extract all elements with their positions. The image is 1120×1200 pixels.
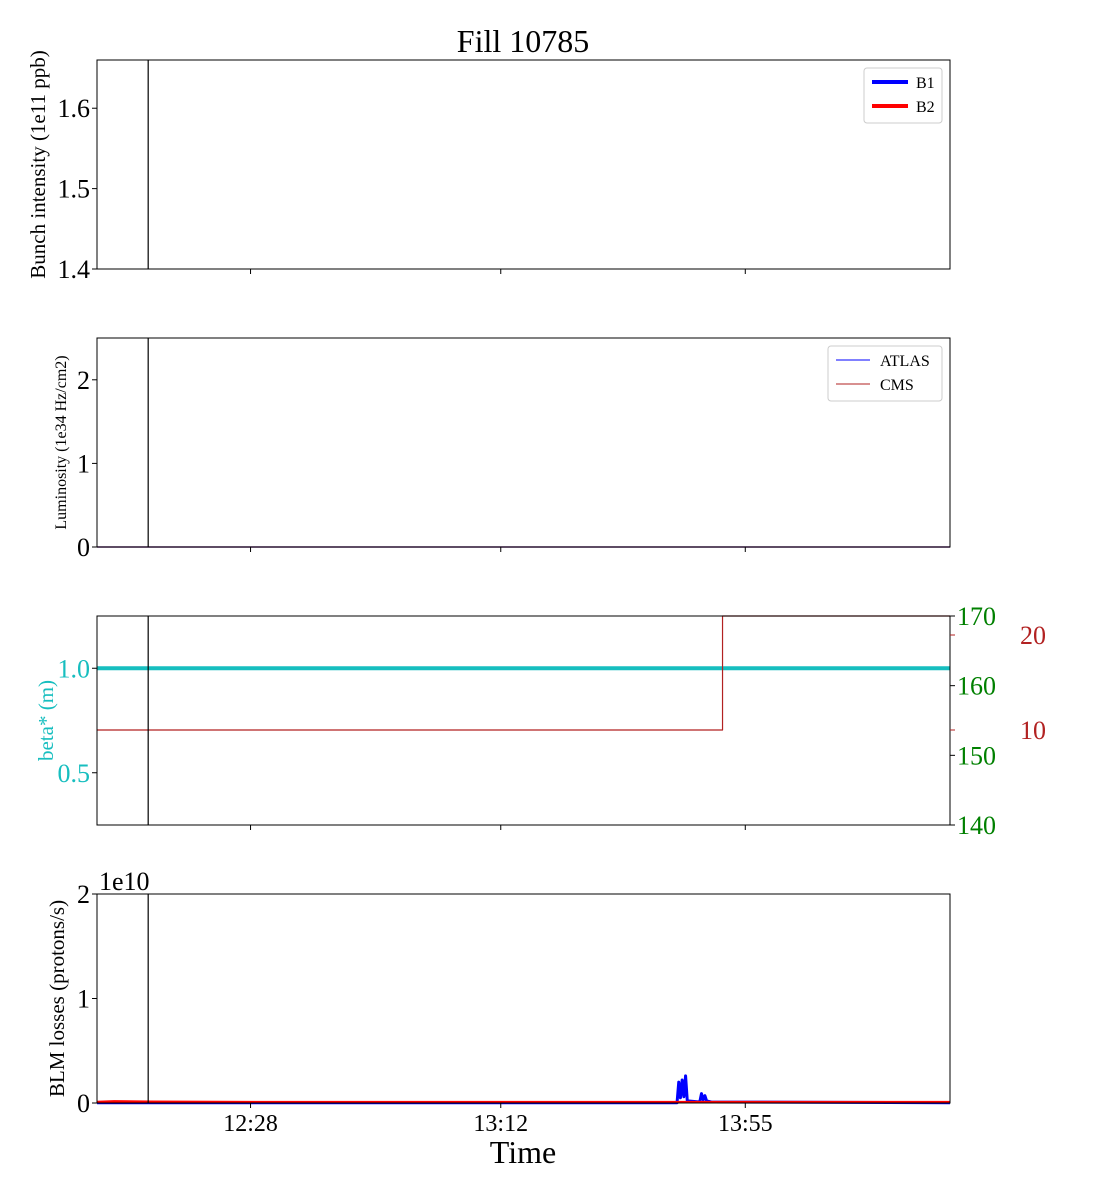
x-axis-label: Time xyxy=(490,1134,556,1170)
series-line-b1 xyxy=(97,1074,951,1105)
y-tick-label: 0 xyxy=(77,533,90,562)
x-tick-label: 13:12 xyxy=(473,1111,528,1137)
y-tick-label: 1 xyxy=(77,985,90,1014)
series-line-b2 xyxy=(96,1100,950,1104)
xing-tick-label: 170 xyxy=(957,602,996,631)
y-offset-label: 1e10 xyxy=(99,867,150,896)
blm-losses-panel: 12:28 13:12 13:55 0 1 2 BLM losses (protons/s)… xyxy=(45,867,951,1137)
legend-label: B2 xyxy=(916,99,935,116)
y-axis-label: BLM losses (protons/s) xyxy=(45,900,69,1097)
chromaticity-tick-label: 20 xyxy=(1020,621,1046,650)
y-tick-label: 0.5 xyxy=(58,759,91,788)
xing-tick-label: 160 xyxy=(957,672,996,701)
plot-frame xyxy=(96,59,951,270)
plot-frame xyxy=(96,615,951,826)
plot-frame xyxy=(96,337,951,548)
y-axis-label: beta* (m) xyxy=(34,680,58,761)
y-axis-label: Luminosity (1e34 Hz/cm2) xyxy=(53,355,70,529)
series-line-chromaticity xyxy=(97,615,950,731)
y-axis-label: Bunch intensity (1e11 ppb) xyxy=(26,50,50,278)
x-tick-label: 13:55 xyxy=(718,1111,773,1137)
y-tick-label: 1.6 xyxy=(58,94,91,123)
legend-label: ATLAS xyxy=(880,353,930,370)
y-tick-label: 1.4 xyxy=(58,255,91,284)
xing-tick-label: 140 xyxy=(957,811,996,840)
y-tick-label: 1.0 xyxy=(58,654,91,683)
bunch-intensity-panel: 1.4 1.5 1.6 Bunch intensity (1e11 ppb) B1 B2 xyxy=(26,50,951,284)
luminosity-panel: 0 1 2 Luminosity (1e34 Hz/cm2) ATLAS CMS xyxy=(53,337,951,562)
y-tick-label: 0 xyxy=(77,1089,90,1118)
x-tick-label: 12:28 xyxy=(223,1111,278,1137)
figure-title: Fill 10785 xyxy=(457,23,589,59)
y-tick-label: 2 xyxy=(77,366,90,395)
y-tick-label: 2 xyxy=(77,880,90,909)
legend-label: CMS xyxy=(880,377,914,394)
chromaticity-tick-label: 10 xyxy=(1020,716,1046,745)
legend-label: B1 xyxy=(916,75,935,92)
y-tick-label: 1.5 xyxy=(58,175,91,204)
plot-frame xyxy=(96,893,951,1104)
xing-tick-label: 150 xyxy=(957,741,996,770)
y-tick-label: 1 xyxy=(77,449,90,478)
